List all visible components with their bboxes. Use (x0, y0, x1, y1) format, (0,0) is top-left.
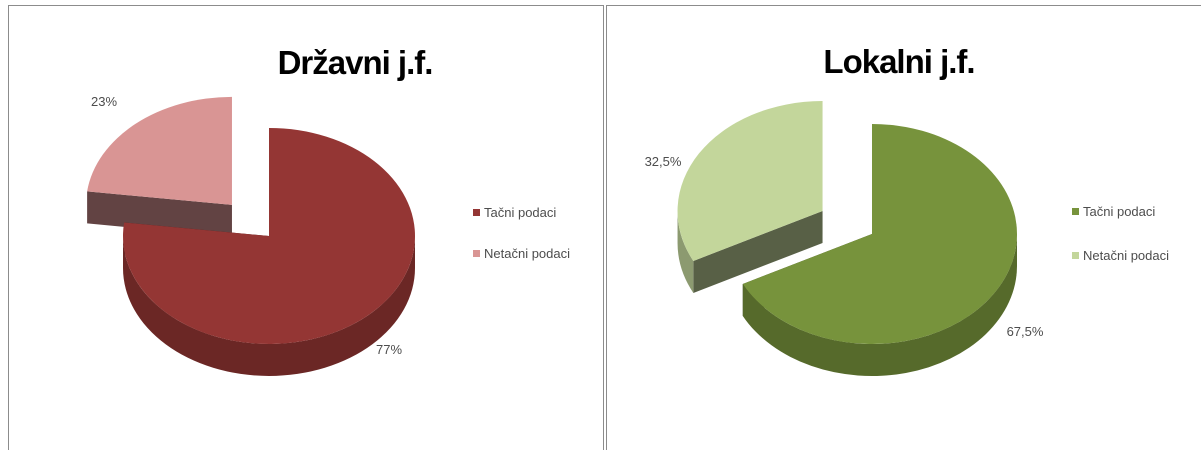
legend: Tačni podaci Netačni podaci (1072, 204, 1169, 263)
legend-swatch-tacni (1072, 208, 1079, 215)
slice-netačni-podaci (677, 101, 823, 261)
legend-swatch-tacni (473, 209, 480, 216)
legend-swatch-netacni (473, 250, 480, 257)
chart-title: Lokalni j.f. (823, 43, 974, 80)
data-label-tacni: 67,5% (1007, 324, 1044, 339)
data-label-tacni: 77% (376, 342, 402, 357)
legend-label-netacni: Netačni podaci (1083, 248, 1169, 263)
legend-label-tacni: Tačni podaci (484, 205, 556, 220)
data-label-netacni: 23% (91, 94, 117, 109)
slice-side-1 (87, 191, 232, 237)
chart-panel-lokalni: Lokalni j.f. 32,5% 67,5% Tačni podaci Ne… (606, 5, 1201, 450)
slice-tačni-podaci (742, 124, 1017, 344)
pie-chart-drzavni: Državni j.f. 23% 77% Tačni podaci Netačn… (87, 44, 570, 376)
legend-label-tacni: Tačni podaci (1083, 204, 1155, 219)
slice-wall-0-0 (742, 234, 1017, 376)
slice-wall-1-0 (677, 211, 694, 293)
chart-panel-drzavni: Državni j.f. 23% 77% Tačni podaci Netačn… (8, 5, 604, 450)
slice-wall-0-0 (123, 236, 415, 376)
slice-netačni-podaci (87, 96, 232, 205)
slice-tačni-podaci (122, 128, 416, 344)
slice-side-1 (693, 211, 823, 293)
chart-title: Državni j.f. (278, 44, 433, 81)
legend-swatch-netacni (1072, 252, 1079, 259)
data-label-netacni: 32,5% (645, 154, 682, 169)
legend-label-netacni: Netačni podaci (484, 246, 570, 261)
legend: Tačni podaci Netačni podaci (473, 205, 570, 261)
pie-chart-lokalni: Lokalni j.f. 32,5% 67,5% Tačni podaci Ne… (645, 43, 1169, 376)
